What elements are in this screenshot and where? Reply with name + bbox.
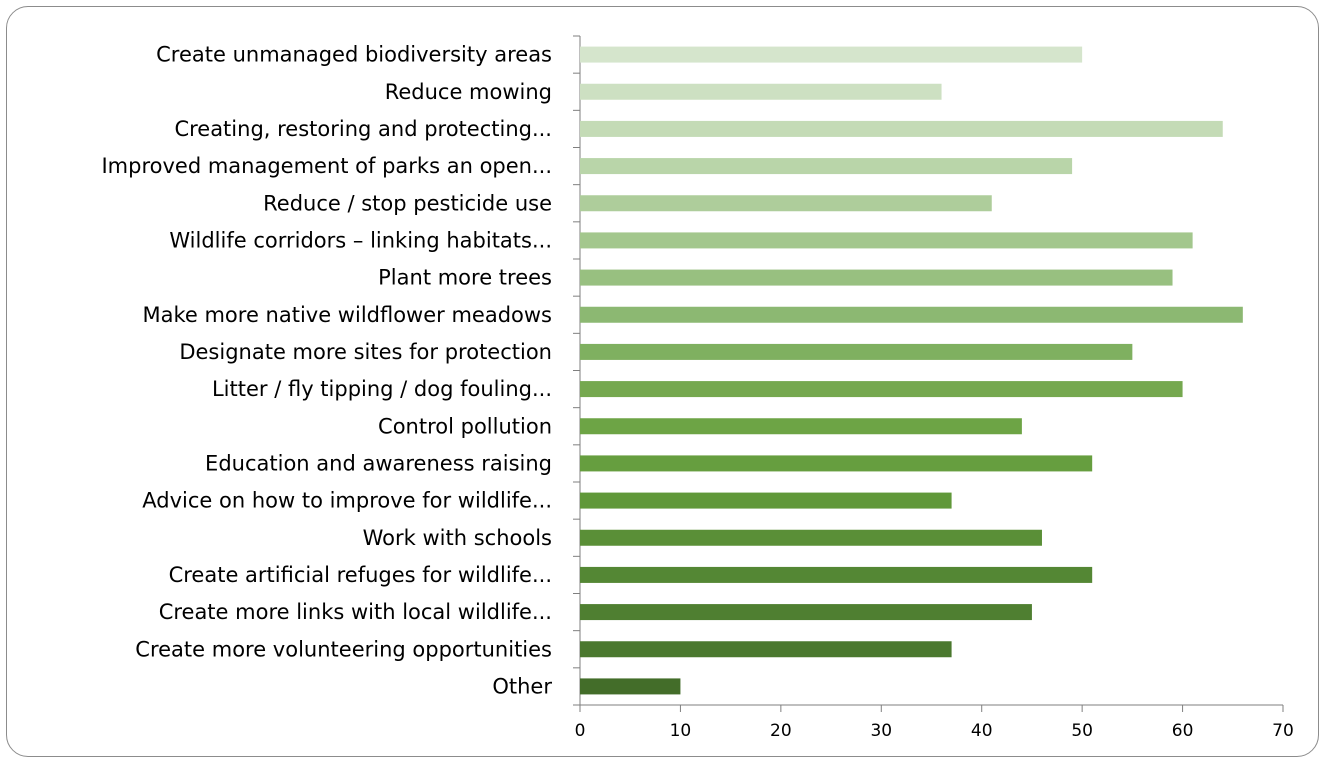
category-label: Litter / fly tipping / dog fouling...	[212, 377, 552, 401]
x-tick-label: 10	[670, 721, 692, 741]
category-label: Creating, restoring and protecting...	[174, 117, 552, 141]
category-label: Plant more trees	[378, 266, 552, 290]
category-label: Improved management of parks an open...	[101, 154, 552, 178]
bar	[580, 269, 1173, 286]
x-tick-label: 20	[770, 721, 792, 741]
bar	[580, 455, 1093, 472]
category-label: Reduce mowing	[385, 80, 552, 104]
category-label: Wildlife corridors – linking habitats...	[169, 228, 552, 252]
bar	[580, 232, 1193, 249]
bar	[580, 158, 1073, 175]
bar	[580, 566, 1093, 583]
x-tick-label: 30	[870, 721, 892, 741]
bar	[580, 604, 1032, 621]
bar	[580, 492, 952, 509]
bar	[580, 46, 1083, 63]
x-tick-label: 40	[971, 721, 993, 741]
category-label: Create unmanaged biodiversity areas	[156, 43, 552, 67]
category-label: Make more native wildflower meadows	[142, 303, 552, 327]
bar	[580, 381, 1183, 398]
bar	[580, 120, 1223, 137]
category-label: Create more volunteering opportunities	[135, 637, 552, 661]
category-label: Work with schools	[363, 526, 552, 550]
bar	[580, 641, 952, 658]
category-label: Control pollution	[378, 414, 552, 438]
bar	[580, 83, 942, 100]
bar	[580, 306, 1243, 323]
bar	[580, 418, 1022, 435]
category-label: Create artificial refuges for wildlife..…	[169, 563, 552, 587]
x-tick-label: 70	[1272, 721, 1294, 741]
bar	[580, 529, 1042, 546]
category-label: Other	[492, 674, 552, 698]
category-label: Education and awareness raising	[205, 451, 552, 475]
bar	[580, 678, 681, 695]
category-label: Reduce / stop pesticide use	[263, 191, 552, 215]
bar	[580, 195, 992, 212]
bar	[580, 343, 1133, 360]
category-label: Create more links with local wildlife...	[159, 600, 552, 624]
x-tick-label: 50	[1071, 721, 1093, 741]
category-label: Advice on how to improve for wildlife...	[142, 489, 552, 513]
x-tick-label: 60	[1172, 721, 1194, 741]
x-tick-label: 0	[575, 721, 586, 741]
category-label: Designate more sites for protection	[179, 340, 552, 364]
